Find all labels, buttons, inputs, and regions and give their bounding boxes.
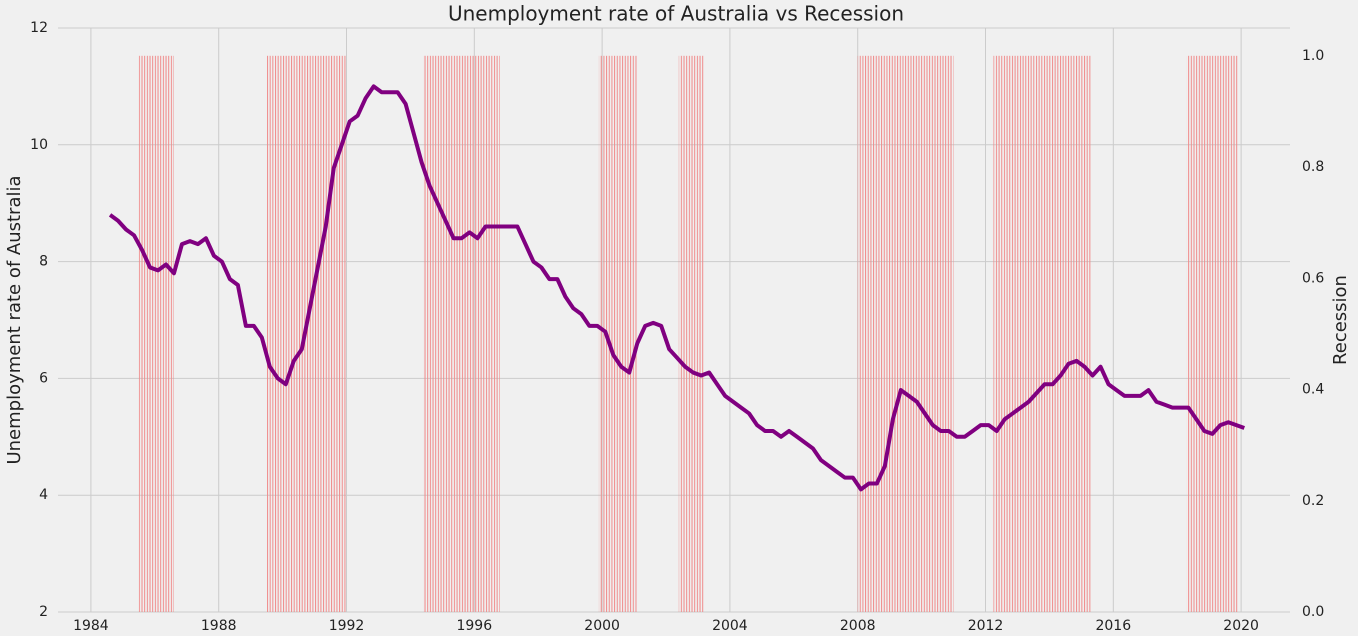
y2-axis-label: Recession [1330, 275, 1351, 365]
y-tick-label: 4 [39, 487, 48, 503]
x-tick-label: 1996 [456, 618, 492, 634]
y-tick-label: 10 [30, 137, 48, 153]
y2-tick-label: 0.2 [1302, 493, 1324, 509]
x-tick-label: 2012 [968, 618, 1004, 634]
y2-tick-label: 0.8 [1302, 159, 1324, 175]
recession-bar [138, 55, 174, 613]
y-tick-label: 2 [39, 604, 48, 620]
y2-tick-label: 0.6 [1302, 270, 1324, 286]
x-tick-label: 1984 [73, 618, 109, 634]
x-tick-label: 2008 [840, 618, 876, 634]
recession-bar [678, 55, 705, 613]
y-tick-label: 12 [30, 20, 48, 36]
x-tick-label: 1992 [329, 618, 365, 634]
y-tick-label: 8 [39, 254, 48, 270]
recession-bar [423, 55, 500, 613]
x-tick-label: 2020 [1223, 618, 1259, 634]
chart-title: Unemployment rate of Australia vs Recess… [448, 2, 904, 26]
recession-bar [1186, 55, 1238, 613]
recession-bar [993, 55, 1091, 613]
y2-tick-label: 1.0 [1302, 48, 1324, 64]
recession-bar [857, 55, 954, 613]
x-tick-label: 2016 [1095, 618, 1131, 634]
y2-tick-label: 0.0 [1302, 604, 1324, 620]
y-tick-label: 6 [39, 370, 48, 386]
y2-tick-label: 0.4 [1302, 382, 1324, 398]
x-tick-label: 1988 [201, 618, 237, 634]
x-tick-label: 2000 [584, 618, 620, 634]
y-axis-label: Unemployment rate of Australia [4, 175, 25, 464]
x-tick-label: 2004 [712, 618, 748, 634]
unemployment-line [108, 84, 1245, 492]
